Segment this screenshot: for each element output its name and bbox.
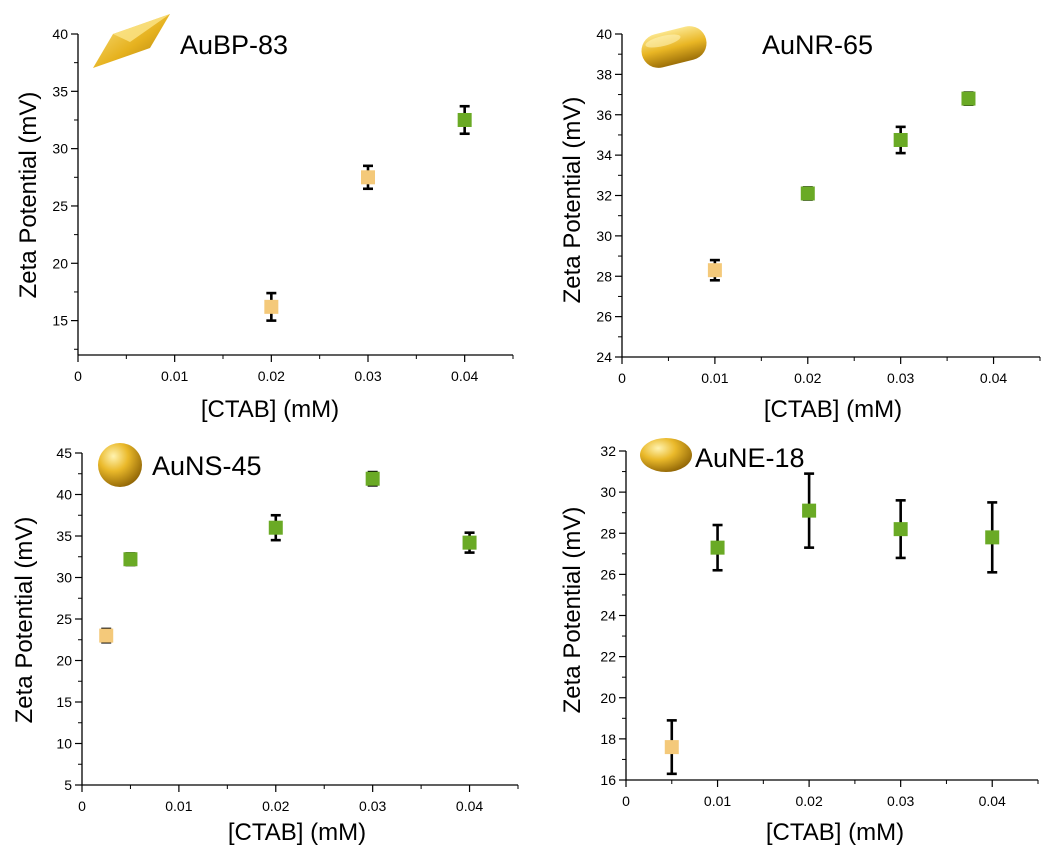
x-tick-label: 0 bbox=[622, 793, 630, 809]
x-tick-label: 0.04 bbox=[451, 368, 478, 384]
y-tick-label: 20 bbox=[52, 255, 68, 271]
y-tick-label: 40 bbox=[56, 487, 72, 503]
y-tick-label: 24 bbox=[600, 608, 616, 624]
y-tick-label: 32 bbox=[600, 443, 616, 459]
y-tick-label: 28 bbox=[596, 268, 612, 284]
data-point bbox=[802, 503, 817, 518]
y-tick-label: 28 bbox=[600, 525, 616, 541]
x-tick-label: 0 bbox=[618, 370, 626, 386]
y-tick-label: 30 bbox=[56, 570, 72, 586]
panel-aunr-65-xlabel: [CTAB] (mM) bbox=[764, 396, 902, 423]
panel-auns-45: 0 0.01 0.02 0.03 0.04 5 10 15 20 25 30 35 40 45 AuNS-… bbox=[11, 443, 519, 846]
y-tick-label: 26 bbox=[596, 309, 612, 325]
y-tick-label: 22 bbox=[600, 649, 616, 665]
panel-aunr-65: 0 0.01 0.02 0.03 0.04 24 26 28 30 32 34 36 38 40 AuNR… bbox=[559, 26, 1041, 423]
y-tick-label: 30 bbox=[600, 484, 616, 500]
x-tick-label: 0.03 bbox=[887, 793, 914, 809]
gold-nanosphere-icon bbox=[98, 443, 142, 487]
y-tick-label: 35 bbox=[56, 528, 72, 544]
x-tick-label: 0.03 bbox=[887, 370, 914, 386]
y-tick-label: 38 bbox=[596, 66, 612, 82]
x-tick-label: 0.03 bbox=[354, 368, 381, 384]
y-tick-label: 36 bbox=[596, 107, 612, 123]
panel-aubp-83-title: AuBP-83 bbox=[180, 30, 288, 60]
y-tick-label: 25 bbox=[56, 611, 72, 627]
data-point bbox=[361, 170, 375, 185]
panel-aunr-65-title: AuNR-65 bbox=[762, 30, 873, 60]
y-tick-label: 15 bbox=[52, 313, 68, 329]
y-tick-label: 24 bbox=[596, 349, 612, 365]
x-tick-label: 0.04 bbox=[980, 370, 1007, 386]
gold-nanorod-icon bbox=[641, 26, 707, 68]
y-tick-label: 26 bbox=[600, 566, 616, 582]
y-tick-label: 15 bbox=[56, 694, 72, 710]
x-tick-label: 0.01 bbox=[704, 793, 731, 809]
x-tick-label: 0.02 bbox=[258, 368, 285, 384]
data-point bbox=[961, 91, 976, 106]
x-tick-label: 0.01 bbox=[161, 368, 188, 384]
panel-aune-18: 0 0.01 0.02 0.03 0.04 16 18 20 22 24 26 28 30 32 AuNE… bbox=[559, 438, 1039, 846]
y-tick-label: 40 bbox=[596, 26, 612, 42]
panel-aune-18-ylabel: Zeta Potential (mV) bbox=[559, 507, 586, 714]
gold-bipyramid-icon bbox=[93, 14, 170, 68]
gold-ellipsoid-icon bbox=[640, 438, 692, 472]
data-point bbox=[268, 520, 283, 535]
x-tick-label: 0.01 bbox=[701, 370, 728, 386]
panel-auns-45-ylabel: Zeta Potential (mV) bbox=[11, 517, 38, 724]
y-tick-label: 10 bbox=[56, 736, 72, 752]
data-point bbox=[893, 132, 908, 147]
data-point bbox=[264, 299, 279, 314]
x-tick-label: 0 bbox=[78, 798, 86, 814]
x-tick-label: 0.04 bbox=[456, 798, 483, 814]
data-point bbox=[985, 530, 1000, 545]
y-tick-label: 32 bbox=[596, 188, 612, 204]
x-tick-label: 0.03 bbox=[359, 798, 386, 814]
y-tick-label: 25 bbox=[52, 198, 68, 214]
data-point bbox=[365, 471, 380, 486]
panel-aunr-65-plot: 0 0.01 0.02 0.03 0.04 24 26 28 30 32 34 36 38 40 bbox=[596, 26, 1041, 386]
panel-auns-45-title: AuNS-45 bbox=[152, 451, 262, 481]
x-tick-label: 0.02 bbox=[795, 793, 822, 809]
data-point bbox=[99, 628, 114, 643]
panel-auns-45-xlabel: [CTAB] (mM) bbox=[228, 819, 366, 846]
y-tick-label: 45 bbox=[56, 445, 72, 461]
y-tick-label: 5 bbox=[64, 777, 72, 793]
data-point bbox=[710, 540, 725, 555]
y-tick-label: 40 bbox=[52, 26, 68, 42]
data-point bbox=[457, 112, 472, 127]
y-tick-label: 35 bbox=[52, 83, 68, 99]
data-point bbox=[462, 535, 477, 550]
y-tick-label: 30 bbox=[596, 228, 612, 244]
y-tick-label: 30 bbox=[52, 141, 68, 157]
data-point bbox=[800, 186, 815, 201]
data-point bbox=[664, 740, 679, 755]
panel-aubp-83: 0 0.01 0.02 0.03 0.04 15 20 25 30 35 40 AuBP-83 [C… bbox=[15, 14, 514, 423]
y-tick-label: 20 bbox=[600, 690, 616, 706]
y-tick-label: 20 bbox=[56, 653, 72, 669]
x-tick-label: 0.02 bbox=[794, 370, 821, 386]
panel-aune-18-xlabel: [CTAB] (mM) bbox=[766, 819, 904, 846]
x-tick-label: 0.01 bbox=[165, 798, 192, 814]
y-tick-label: 18 bbox=[600, 731, 616, 747]
panel-aunr-65-ylabel: Zeta Potential (mV) bbox=[559, 97, 586, 304]
panel-auns-45-plot: 0 0.01 0.02 0.03 0.04 5 10 15 20 25 30 35 40 45 bbox=[56, 445, 519, 814]
x-tick-label: 0 bbox=[74, 368, 82, 384]
panel-aune-18-title: AuNE-18 bbox=[695, 443, 805, 473]
y-tick-label: 34 bbox=[596, 147, 612, 163]
panel-aubp-83-plot: 0 0.01 0.02 0.03 0.04 15 20 25 30 35 40 bbox=[52, 26, 514, 384]
panel-aune-18-plot: 0 0.01 0.02 0.03 0.04 16 18 20 22 24 26 28 30 32 bbox=[600, 443, 1039, 809]
x-tick-label: 0.02 bbox=[262, 798, 289, 814]
y-tick-label: 16 bbox=[600, 772, 616, 788]
data-point bbox=[893, 522, 908, 537]
panel-aubp-83-ylabel: Zeta Potential (mV) bbox=[15, 92, 42, 299]
data-point bbox=[123, 552, 138, 567]
panel-aubp-83-xlabel: [CTAB] (mM) bbox=[201, 396, 339, 423]
data-point bbox=[707, 263, 722, 278]
x-tick-label: 0.04 bbox=[979, 793, 1006, 809]
